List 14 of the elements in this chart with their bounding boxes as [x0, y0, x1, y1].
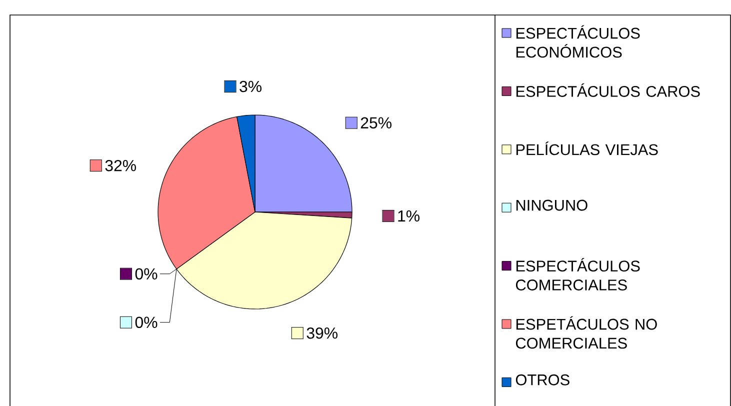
legend-label: ESPECTÁCULOS COMERCIALES	[516, 258, 640, 290]
legend-label: NINGUNO	[516, 200, 588, 211]
text: 0%	[135, 268, 158, 280]
data-label: 25%	[360, 117, 392, 128]
data-label: 1%	[398, 210, 420, 222]
legend-label: ESPETÁCULOS NO COMERCIALES	[516, 316, 657, 348]
text: 0%	[135, 316, 158, 328]
legend-label: ESPECTÁCULOS CAROS	[516, 83, 700, 97]
legend-label: PELÍCULAS VIEJAS	[516, 141, 658, 155]
data-label: 39%	[306, 327, 338, 339]
legend-label: ESPECTÁCULOS ECONÓMICOS	[516, 25, 640, 58]
legend-label: OTROS	[516, 374, 570, 386]
data-label: 3%	[240, 80, 262, 92]
data-label: 32%	[105, 160, 136, 172]
